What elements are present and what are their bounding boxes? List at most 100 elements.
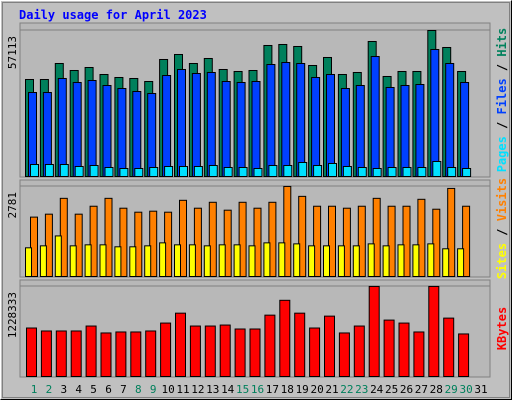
bar bbox=[372, 197, 381, 277]
bar bbox=[223, 209, 232, 278]
bar bbox=[372, 167, 382, 178]
bar bbox=[134, 167, 144, 178]
bar bbox=[268, 165, 278, 177]
x-tick-label: 7 bbox=[120, 383, 127, 396]
bar bbox=[328, 162, 337, 178]
bar bbox=[430, 48, 440, 177]
bar bbox=[443, 317, 455, 377]
bar bbox=[313, 205, 322, 278]
bar bbox=[342, 207, 351, 277]
bar bbox=[144, 245, 152, 277]
bar bbox=[44, 213, 53, 277]
bar bbox=[355, 84, 365, 177]
bar bbox=[253, 207, 262, 277]
bar bbox=[413, 331, 425, 377]
bar bbox=[208, 201, 217, 277]
x-tick-label: 18 bbox=[281, 383, 294, 396]
bar bbox=[326, 73, 335, 177]
bar bbox=[266, 63, 276, 177]
x-tick-label: 12 bbox=[191, 383, 204, 396]
bar bbox=[324, 315, 335, 378]
bar bbox=[445, 62, 455, 177]
x-tick-label: 1 bbox=[31, 383, 38, 396]
bar bbox=[87, 79, 97, 177]
bar bbox=[57, 77, 67, 177]
bar bbox=[104, 166, 114, 178]
bar bbox=[385, 86, 395, 177]
bar bbox=[457, 248, 465, 277]
x-tick-label: 4 bbox=[75, 383, 82, 396]
bar bbox=[84, 244, 92, 277]
bar bbox=[69, 245, 77, 277]
bar bbox=[115, 331, 127, 377]
x-tick-label: 26 bbox=[400, 383, 413, 396]
x-tick-label: 20 bbox=[310, 383, 323, 396]
bar bbox=[278, 242, 286, 277]
x-tick-label: 3 bbox=[60, 383, 67, 396]
y-tick-label: 1228333 bbox=[6, 292, 19, 338]
y-tick-label: 2781 bbox=[6, 192, 19, 219]
bar bbox=[25, 247, 32, 277]
bar bbox=[268, 201, 277, 277]
x-tick-label: 30 bbox=[459, 383, 472, 396]
bar bbox=[428, 285, 440, 378]
bar bbox=[208, 165, 218, 177]
bar bbox=[149, 166, 159, 178]
bar bbox=[412, 244, 420, 277]
legend-entry: Sites bbox=[495, 243, 509, 279]
bar bbox=[294, 312, 306, 378]
bar bbox=[134, 211, 143, 277]
x-tick-label: 21 bbox=[325, 383, 338, 396]
bar bbox=[311, 76, 321, 177]
bar bbox=[206, 71, 216, 177]
bar bbox=[460, 81, 470, 177]
bar bbox=[298, 161, 308, 177]
bar bbox=[30, 164, 39, 177]
x-tick-label: 2 bbox=[46, 383, 53, 396]
bar bbox=[238, 166, 248, 178]
x-tick-label: 27 bbox=[415, 383, 428, 396]
legend-entry: Visits bbox=[495, 178, 509, 221]
bar bbox=[72, 81, 82, 177]
bar bbox=[249, 328, 261, 378]
legend-separator: / bbox=[495, 57, 509, 79]
x-tick-label: 13 bbox=[206, 383, 219, 396]
bar bbox=[296, 62, 306, 177]
bar bbox=[447, 187, 456, 277]
bar bbox=[104, 197, 113, 277]
bar bbox=[279, 299, 291, 377]
bar bbox=[40, 330, 52, 377]
bar bbox=[218, 244, 226, 277]
legend: Sites / Visits bbox=[495, 178, 509, 279]
bar bbox=[74, 165, 84, 178]
bar bbox=[328, 205, 336, 278]
bar bbox=[59, 164, 69, 177]
bar bbox=[117, 87, 127, 177]
legend: KBytes bbox=[495, 307, 509, 350]
bar bbox=[89, 165, 99, 177]
legend-entry: Files bbox=[495, 78, 509, 114]
bar bbox=[427, 243, 435, 278]
x-tick-label: 17 bbox=[266, 383, 279, 396]
bar bbox=[432, 160, 442, 177]
bar bbox=[149, 210, 158, 277]
bar bbox=[191, 72, 201, 177]
bar bbox=[102, 84, 112, 177]
bar bbox=[353, 325, 365, 378]
bar bbox=[177, 68, 186, 177]
bar bbox=[323, 245, 330, 277]
bar bbox=[219, 324, 231, 378]
bar bbox=[179, 165, 188, 178]
bar bbox=[368, 285, 380, 378]
bar bbox=[44, 164, 54, 177]
bar bbox=[74, 213, 83, 277]
y-tick-label: 57113 bbox=[6, 36, 19, 69]
bar bbox=[233, 244, 241, 277]
bar bbox=[188, 244, 196, 277]
bar bbox=[357, 205, 366, 278]
bar bbox=[293, 243, 301, 278]
bar bbox=[415, 83, 425, 177]
